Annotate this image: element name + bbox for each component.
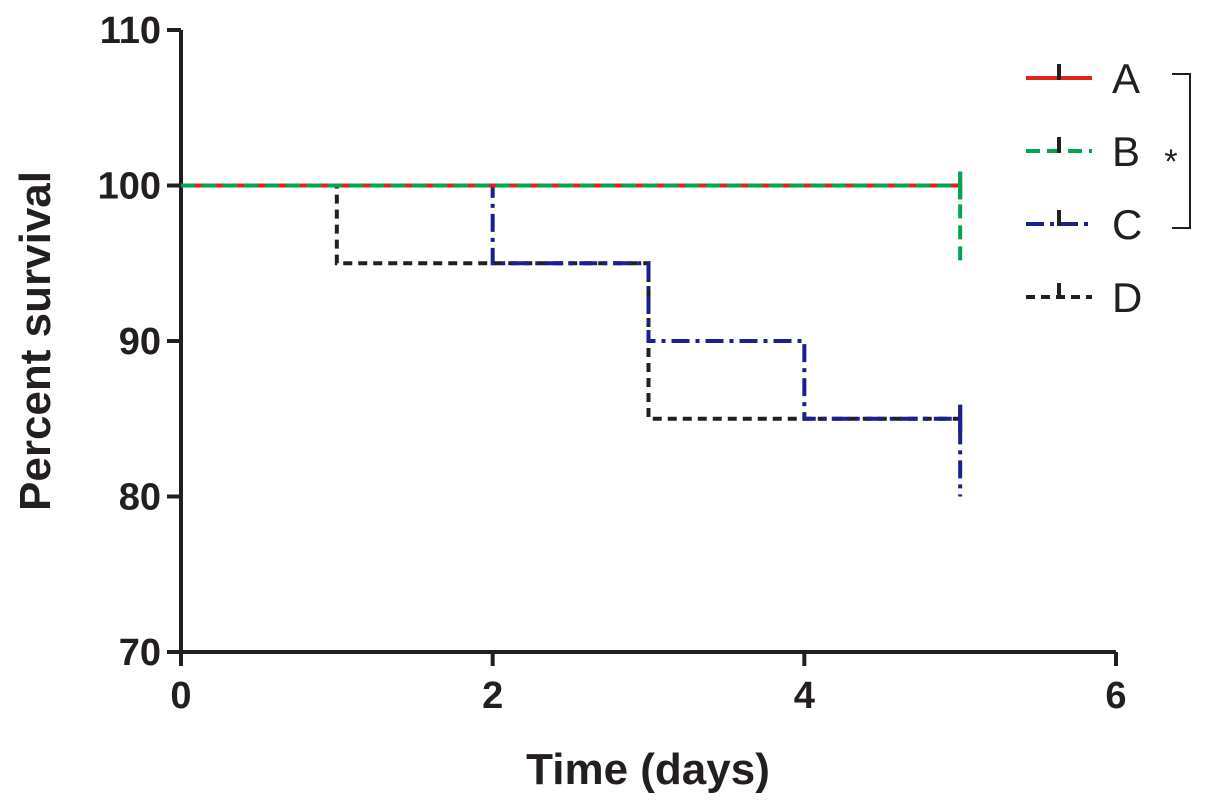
significance-asterisk: * bbox=[1164, 143, 1177, 181]
series-line-d bbox=[181, 183, 961, 421]
x-tick-label: 4 bbox=[794, 675, 815, 717]
x-axis-title: Time (days) bbox=[526, 745, 770, 794]
y-tick-label: 110 bbox=[100, 10, 161, 52]
series-line-b bbox=[181, 183, 963, 264]
y-tick-label: 100 bbox=[98, 166, 161, 208]
y-ticks: 70 80 90 100 110 bbox=[98, 10, 181, 674]
x-ticks: 0 2 4 6 bbox=[170, 652, 1127, 717]
significance-bracket bbox=[1172, 73, 1191, 229]
legend-label-c: C bbox=[1112, 201, 1142, 248]
legend-label-d: D bbox=[1112, 274, 1142, 321]
series-layer bbox=[181, 171, 963, 497]
y-tick-label: 90 bbox=[119, 321, 161, 363]
x-tick-label: 6 bbox=[1105, 675, 1126, 717]
legend-label-a: A bbox=[1112, 55, 1140, 102]
series-line-c bbox=[181, 183, 963, 497]
y-tick-label: 70 bbox=[119, 632, 161, 674]
x-tick-label: 2 bbox=[482, 675, 503, 717]
legend-label-b: B bbox=[1112, 128, 1140, 175]
x-tick-label: 0 bbox=[170, 675, 191, 717]
y-tick-label: 80 bbox=[119, 477, 161, 519]
y-axis-title: Percent survival bbox=[11, 171, 60, 511]
